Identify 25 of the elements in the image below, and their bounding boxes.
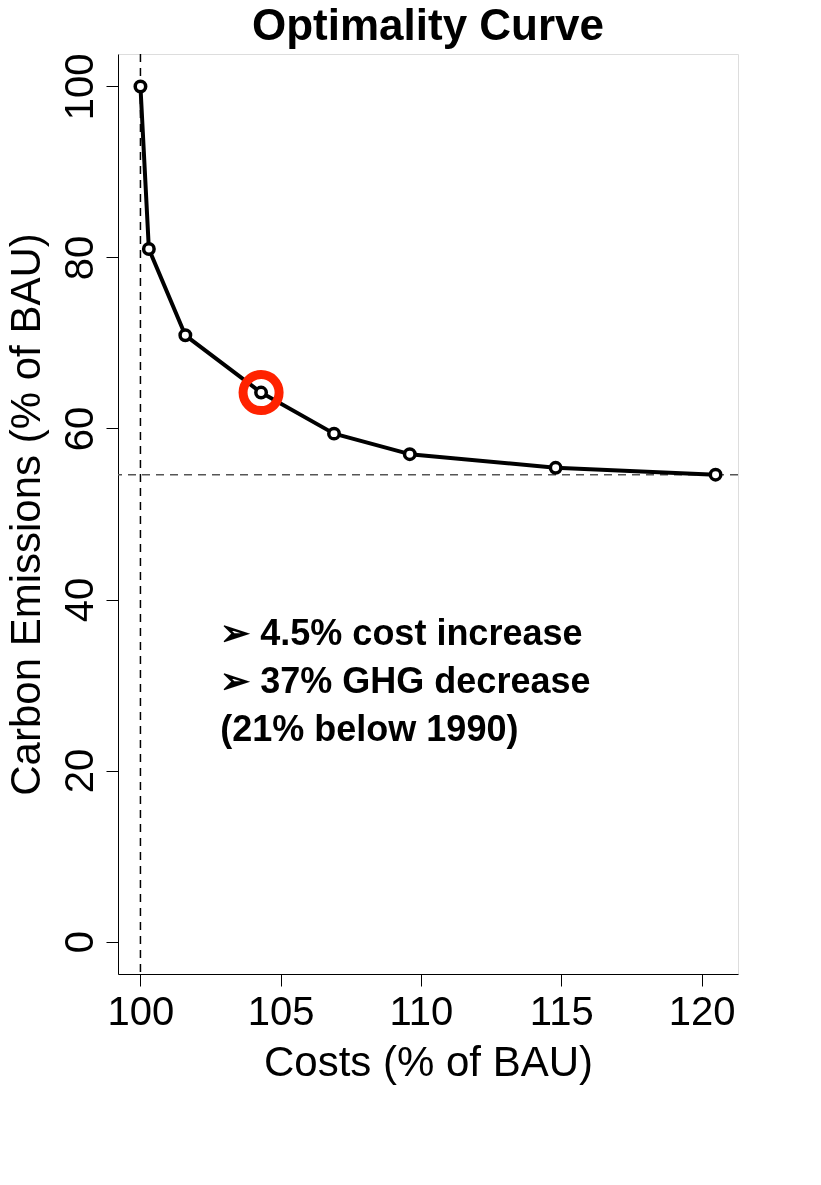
y-tick-label: 60 (56, 406, 101, 452)
point (402, 447, 417, 462)
annotation: (21% below 1990) (220, 707, 519, 749)
annotation: ➢ 4.5% cost increase (220, 611, 583, 653)
y-axis-title: Carbon Emissions (% of BAU) (1, 233, 49, 796)
point (141, 241, 156, 256)
point (238, 370, 284, 416)
x-tick-label: 115 (529, 988, 594, 1033)
point (327, 426, 342, 441)
annotation: ➢ 37% GHG decrease (220, 659, 591, 701)
y-tick-label: 100 (56, 53, 101, 121)
chart-title: Optimality Curve (251, 0, 605, 50)
point (548, 460, 563, 475)
x-tick-label: 120 (668, 988, 736, 1033)
x-tick-label: 100 (107, 988, 175, 1033)
point (178, 328, 193, 343)
point (133, 79, 148, 94)
x-tick-label: 105 (247, 988, 315, 1033)
x-tick-label: 110 (389, 988, 454, 1033)
y-tick-label: 40 (56, 577, 101, 623)
y-tick-label: 80 (56, 235, 101, 281)
y-tick-label: 0 (56, 930, 101, 954)
x-axis-title: Costs (% of BAU) (263, 1037, 594, 1085)
point (708, 467, 723, 482)
y-tick-label: 20 (56, 748, 101, 794)
